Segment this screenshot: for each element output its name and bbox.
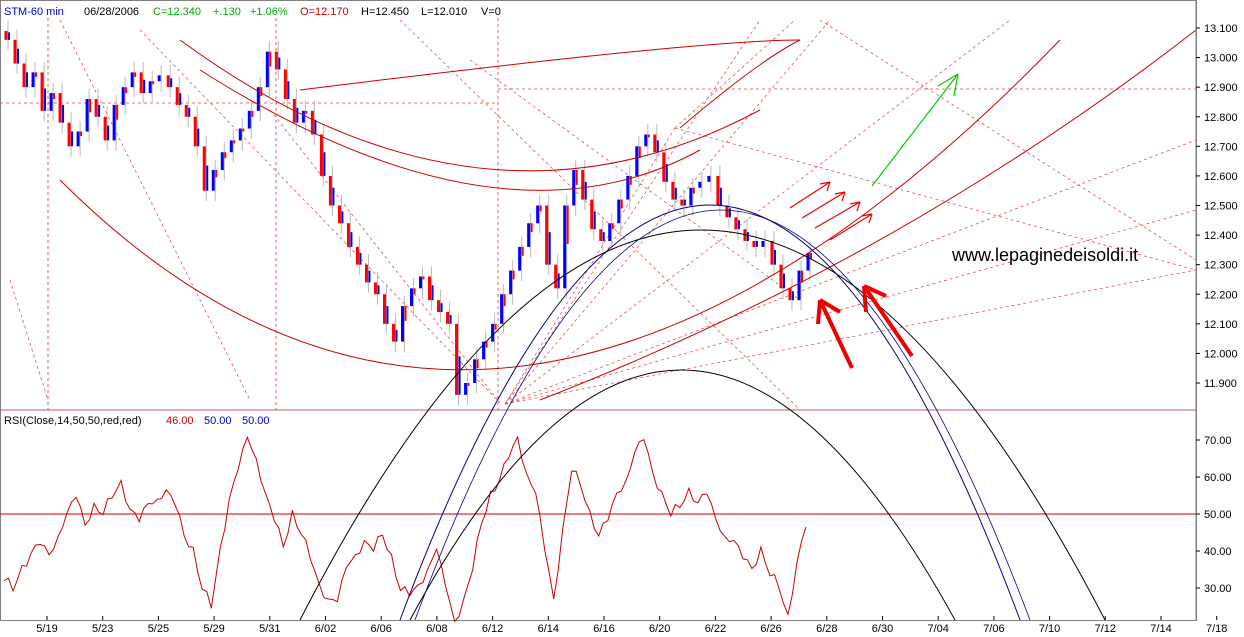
watermark: www.lepaginedeisoldi.it [951, 245, 1138, 265]
date-tick-label: 6/28 [816, 623, 837, 635]
red-arc [179, 39, 761, 172]
fan-line [504, 19, 761, 405]
red-arc [679, 39, 801, 129]
big-red-arrow [818, 299, 854, 369]
small-red-arrow-head [861, 213, 873, 224]
header-volume: V=0 [481, 6, 501, 18]
header-close: C=12.340 [153, 6, 201, 18]
green-arrow [871, 73, 959, 187]
rsi-tick-label: 60.00 [1204, 472, 1232, 484]
header-symbol: STM-60 min [4, 6, 64, 18]
date-tick-label: 6/12 [482, 623, 503, 635]
price-tick-label: 12.300 [1204, 260, 1238, 272]
small-red-arrow-head [819, 181, 831, 192]
big-red-arrow [862, 284, 914, 358]
date-tick-label: 7/04 [927, 623, 948, 635]
fan-line [504, 127, 676, 405]
rsi-value-1: 46.00 [166, 415, 194, 427]
small-red-arrow-head [849, 201, 861, 212]
fan-line [59, 19, 251, 401]
price-tick-label: 13.000 [1204, 53, 1238, 65]
fan-line [269, 109, 501, 404]
rsi-tick-label: 40.00 [1204, 546, 1232, 558]
date-tick-label: 7/14 [1150, 623, 1171, 635]
rsi-label: RSI(Close,14,50,50,red,red) [4, 415, 142, 427]
blue-arc [399, 204, 1021, 621]
small-red-arrow [814, 201, 861, 229]
date-tick-label: 6/16 [593, 623, 614, 635]
rsi-value-2: 50.00 [204, 415, 232, 427]
date-tick-label: 6/20 [649, 623, 670, 635]
price-tick-label: 12.000 [1204, 348, 1238, 360]
green-arrow-head [937, 73, 959, 97]
price-tick-label: 12.500 [1204, 201, 1238, 213]
fan-line [504, 19, 1011, 405]
date-tick-label: 5/23 [92, 623, 113, 635]
big-red-arrow-head [862, 284, 887, 313]
date-tick-label: 6/06 [370, 623, 391, 635]
price-tick-label: 12.100 [1204, 319, 1238, 331]
annotation-arrows [789, 73, 959, 369]
price-tick-label: 12.900 [1204, 82, 1238, 94]
fan-line [139, 29, 501, 404]
date-tick-label: 5/29 [203, 623, 224, 635]
black-arc [299, 229, 1106, 621]
axes: 13.100 13.000 12.900 12.800 12.700 12.600 12.5… [36, 0, 1238, 635]
date-tick-label: 6/30 [872, 623, 893, 635]
date-tick-label: 5/31 [259, 623, 280, 635]
date-tick-label: 6/08 [426, 623, 447, 635]
rsi-panel [0, 435, 1196, 623]
black-arc [409, 369, 956, 621]
small-red-arrow-head [834, 191, 846, 202]
date-tick-label: 6/22 [705, 623, 726, 635]
big-red-arrow-head [816, 298, 842, 325]
fan-line [674, 19, 796, 129]
date-tick-label: 7/10 [1039, 623, 1060, 635]
price-tick-label: 12.700 [1204, 141, 1238, 153]
rsi-series-line [3, 435, 807, 623]
fan-line [674, 127, 1197, 271]
red-arc [199, 69, 701, 191]
blue-arc [414, 209, 1031, 621]
date-tick-label: 6/02 [315, 623, 336, 635]
red-arc [59, 39, 1061, 371]
rsi-tick-label: 30.00 [1204, 583, 1232, 595]
red-arc [299, 39, 801, 91]
date-tick-label: 7/12 [1095, 623, 1116, 635]
date-tick-label: 6/14 [538, 623, 559, 635]
price-tick-label: 12.600 [1204, 171, 1238, 183]
price-tick-label: 11.900 [1204, 378, 1237, 390]
header-open: O=12.170 [300, 6, 349, 18]
header-high: H=12.450 [361, 6, 409, 18]
fan-line [9, 279, 49, 401]
price-tick-label: 13.100 [1204, 23, 1238, 35]
price-tick-label: 12.800 [1204, 112, 1238, 124]
plot-frame [0, 0, 1197, 621]
small-red-arrow [789, 181, 831, 209]
red-arc [539, 29, 1197, 401]
rsi-value-3: 50.00 [242, 415, 270, 427]
small-red-arrow [801, 191, 846, 219]
price-tick-label: 12.200 [1204, 289, 1238, 301]
fan-line [819, 19, 1197, 261]
small-red-arrow [829, 213, 873, 241]
rsi-tick-label: 50.00 [1204, 509, 1232, 521]
rsi-tick-label: 70.00 [1204, 435, 1232, 447]
header-low: L=12.010 [421, 6, 467, 18]
date-tick-label: 6/26 [760, 623, 781, 635]
guide-lines [0, 18, 1197, 411]
price-tick-label: 12.400 [1204, 230, 1238, 242]
date-tick-label: 7/18 [1206, 623, 1227, 635]
header-change-pct: +1.06% [250, 6, 288, 18]
header-change: +.130 [213, 6, 241, 18]
date-tick-label: 7/06 [983, 623, 1004, 635]
date-tick-label: 5/19 [36, 623, 57, 635]
arc-overlays [59, 29, 1197, 621]
date-tick-label: 5/25 [148, 623, 169, 635]
fan-line [469, 59, 801, 301]
header-date: 06/28/2006 [84, 6, 139, 18]
